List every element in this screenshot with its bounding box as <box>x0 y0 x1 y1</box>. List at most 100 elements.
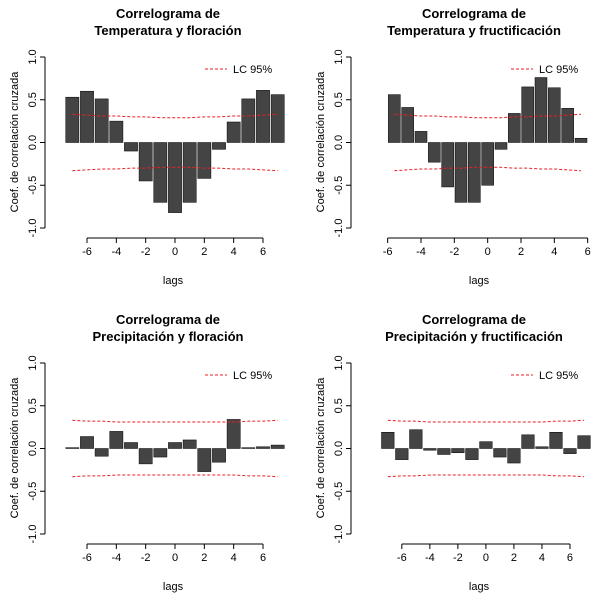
x-axis-label: lags <box>163 581 184 593</box>
bar <box>409 429 423 449</box>
bar <box>109 120 124 143</box>
x-tick-label: 4 <box>551 246 557 258</box>
ci-line <box>72 113 278 119</box>
title-line: Correlograma de <box>422 6 526 21</box>
x-tick-label: 2 <box>201 552 207 564</box>
x-tick-label: -6 <box>383 246 393 258</box>
chart-panel: Correlograma de Temperatura y floración -1… <box>9 6 285 287</box>
bar <box>479 441 493 449</box>
x-tick-label: 6 <box>260 552 266 564</box>
bar <box>521 86 534 143</box>
chart-title: Correlograma de Precipitación y fructific… <box>385 312 563 344</box>
bar <box>182 142 197 203</box>
bar <box>241 447 256 449</box>
bar <box>256 446 270 449</box>
chart-panel: Correlograma de Temperatura y fructificac… <box>315 6 591 287</box>
bar <box>197 142 212 179</box>
x-tick-label: 0 <box>172 246 178 258</box>
x-tick-label: 2 <box>201 246 207 258</box>
title-line: Temperatura y floración <box>94 23 241 38</box>
x-tick-label: -2 <box>449 246 459 258</box>
bar <box>94 98 109 143</box>
bar <box>65 96 80 143</box>
title-line: Correlograma de <box>116 6 220 21</box>
legend-label: LC 95% <box>233 64 272 76</box>
bar <box>212 142 226 150</box>
x-tick-label: -4 <box>416 246 426 258</box>
y-tick-label: -0.5 <box>333 482 345 501</box>
bar <box>549 432 563 449</box>
legend-label: LC 95% <box>233 370 272 382</box>
x-tick-label: 6 <box>567 552 573 564</box>
bar <box>381 432 395 449</box>
bar <box>423 448 437 451</box>
y-tick-label: 0.0 <box>333 441 345 456</box>
x-tick-label: -6 <box>397 552 407 564</box>
bar <box>534 77 548 143</box>
x-tick-label: -6 <box>82 552 92 564</box>
bar <box>80 90 94 143</box>
bar <box>226 419 241 449</box>
bar <box>454 142 468 203</box>
x-tick-label: 2 <box>511 552 517 564</box>
title-line: Correlograma de <box>422 312 526 327</box>
bar <box>168 142 182 213</box>
legend-label: LC 95% <box>539 370 578 382</box>
bar <box>94 448 109 457</box>
bar <box>388 94 401 143</box>
bar <box>270 94 285 143</box>
bar <box>153 142 168 203</box>
y-tick-label: -0.5 <box>333 176 345 195</box>
y-tick-label: 0.0 <box>333 135 345 150</box>
x-tick-label: 6 <box>585 246 591 258</box>
x-tick-label: 0 <box>485 246 491 258</box>
y-axis-label: Coef. de correlación cruzada <box>9 71 21 213</box>
bar <box>494 142 508 150</box>
y-tick-label: 0.5 <box>27 398 39 413</box>
bar <box>465 448 479 460</box>
x-axis-label: lags <box>469 581 490 593</box>
x-axis-label: lags <box>163 275 184 287</box>
legend-label: LC 95% <box>539 64 578 76</box>
y-tick-label: 0.5 <box>333 398 345 413</box>
y-axis-label: Coef. de correlación cruzada <box>9 377 21 519</box>
x-tick-label: -4 <box>425 552 435 564</box>
ci-line <box>387 474 585 478</box>
bar <box>270 444 285 449</box>
bar <box>138 448 153 465</box>
y-tick-label: 0.0 <box>27 135 39 150</box>
bar <box>428 142 441 163</box>
bar <box>521 434 535 449</box>
y-tick-label: -1.0 <box>333 219 345 238</box>
ci-line <box>387 419 585 423</box>
y-axis-label: Coef. de correlación cruzada <box>315 377 327 519</box>
ci-line <box>394 113 582 119</box>
bar <box>401 107 414 143</box>
bar <box>563 448 577 454</box>
bar <box>548 87 561 143</box>
x-axis-label: lags <box>469 275 490 287</box>
x-tick-label: -6 <box>82 246 92 258</box>
bar <box>535 446 549 449</box>
y-tick-label: 0.5 <box>27 92 39 107</box>
bar <box>468 142 481 203</box>
bar <box>561 108 574 143</box>
bar <box>153 448 168 458</box>
bar <box>197 448 212 472</box>
title-line: Precipitación y floración <box>93 329 244 344</box>
x-tick-label: 6 <box>260 246 266 258</box>
bar <box>507 448 521 464</box>
x-tick-label: -2 <box>141 246 151 258</box>
ci-line <box>72 166 278 172</box>
bar <box>414 131 428 143</box>
x-tick-label: 0 <box>483 552 489 564</box>
y-tick-label: 1.0 <box>333 355 345 370</box>
x-tick-label: -4 <box>111 246 121 258</box>
title-line: Correlograma de <box>116 312 220 327</box>
chart-title: Correlograma de Precipitación y floración <box>93 312 244 344</box>
bar <box>212 448 226 463</box>
bar <box>168 442 182 449</box>
bar <box>65 447 80 449</box>
ci-line <box>394 166 582 172</box>
bar <box>441 142 454 188</box>
